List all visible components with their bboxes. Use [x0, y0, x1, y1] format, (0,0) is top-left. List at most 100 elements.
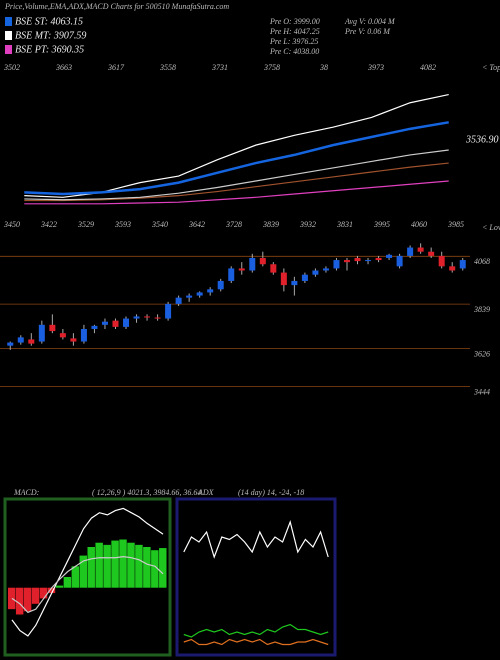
candle-body — [270, 264, 277, 273]
histogram-bar — [159, 548, 167, 588]
low-label: 3985 — [447, 220, 464, 229]
candle-body — [186, 295, 193, 298]
legend-swatch — [5, 31, 12, 40]
histogram-bar — [79, 555, 87, 588]
panel-params: (14 day) 14, -24, -18 — [238, 488, 304, 497]
candle-body — [301, 274, 308, 281]
panel-label: MACD: — [13, 488, 40, 497]
top-label: 3617 — [107, 63, 125, 72]
legend-swatch — [5, 17, 12, 26]
series-line — [183, 638, 329, 646]
candle-body — [91, 325, 98, 329]
y-tick-label: 3444 — [473, 387, 490, 396]
tops-label: < Tops — [482, 63, 500, 72]
series-line — [11, 507, 164, 637]
top-label: 4082 — [420, 63, 436, 72]
candle-body — [123, 318, 130, 327]
chart-title: Price,Volume,EMA,ADX,MACD Charts for 500… — [4, 2, 229, 11]
low-label: 3540 — [151, 220, 168, 229]
histogram-bar — [127, 542, 135, 588]
candle-body — [343, 260, 350, 263]
low-label: 3422 — [40, 220, 57, 229]
legend-label: BSE MT: 3907.59 — [15, 30, 86, 41]
panel-params: ( 12,26,9 ) 4021.3, 3984.66, 36.64 — [92, 488, 201, 497]
histogram-bar — [87, 547, 95, 588]
histogram-bar — [63, 577, 72, 588]
candle-body — [144, 316, 151, 318]
top-label: 38 — [319, 63, 328, 72]
histogram-bar — [135, 544, 143, 588]
info-text: Avg V: 0.004 M — [344, 17, 396, 26]
candle-body — [207, 289, 214, 293]
candle-body — [228, 268, 235, 281]
top-label: 3663 — [55, 63, 72, 72]
histogram-bar — [47, 587, 56, 594]
candle-body — [249, 257, 256, 271]
low-label: 3728 — [225, 220, 242, 229]
candle-body — [196, 292, 203, 296]
histogram-bar — [23, 587, 32, 612]
candle-body — [165, 303, 172, 319]
candle-body — [396, 255, 403, 267]
candle-body — [154, 317, 161, 319]
series-line — [183, 520, 329, 559]
histogram-bar — [15, 587, 24, 615]
y-tick-label: 3626 — [473, 349, 490, 358]
candle-body — [312, 270, 319, 275]
legend-swatch — [5, 45, 12, 54]
series-line — [11, 556, 164, 614]
top-label: 3973 — [367, 63, 384, 72]
candle-body — [259, 257, 266, 265]
candle-body — [175, 297, 182, 304]
candle-body — [449, 266, 456, 271]
series-line — [24, 149, 449, 201]
candle-body — [217, 280, 224, 290]
candle-body — [428, 251, 435, 256]
histogram-bar — [143, 547, 151, 588]
low-label: 3932 — [299, 220, 316, 229]
low-label: 3593 — [114, 220, 131, 229]
info-text: Pre O: 3999.00 — [269, 17, 320, 26]
top-label: 3558 — [159, 63, 176, 72]
histogram-bar — [111, 540, 119, 588]
legend-label: BSE ST: 4063.15 — [15, 16, 83, 27]
legend-label: BSE PT: 3690.35 — [15, 44, 84, 55]
histogram-bar — [103, 544, 111, 588]
candle-body — [333, 260, 340, 269]
candle-body — [7, 342, 14, 346]
candle-body — [112, 320, 119, 327]
annotation: 3536.90 — [465, 134, 499, 145]
histogram-bar — [8, 587, 16, 610]
candle-body — [70, 338, 77, 342]
y-tick-label: 3839 — [473, 305, 490, 314]
candle-body — [407, 247, 414, 256]
histogram-bar — [119, 539, 127, 588]
info-text: Pre L: 3976.25 — [269, 37, 318, 46]
candle-body — [38, 324, 45, 342]
candle-body — [17, 337, 24, 343]
top-label: 3758 — [263, 63, 280, 72]
candle-body — [386, 254, 393, 258]
low-label: 3642 — [188, 220, 205, 229]
candle-body — [417, 247, 424, 252]
lows-label: < Lows — [482, 223, 500, 232]
low-label: 3839 — [262, 220, 279, 229]
panel-label: ADX — [197, 488, 215, 497]
histogram-bar — [39, 587, 48, 599]
candle-body — [459, 260, 466, 269]
info-text: Pre C: 4038.00 — [269, 47, 319, 56]
series-line — [24, 94, 449, 198]
candle-body — [28, 339, 35, 344]
info-text: Pre H: 4047.25 — [269, 27, 320, 36]
panel — [175, 497, 337, 657]
candle-body — [133, 316, 140, 319]
low-label: 4060 — [411, 220, 427, 229]
info-text: Pre V: 0.06 M — [344, 27, 391, 36]
series-line — [24, 121, 449, 196]
series-line — [183, 623, 329, 638]
top-label: 3731 — [211, 63, 228, 72]
histogram-bar — [31, 587, 40, 604]
candle-body — [365, 260, 372, 262]
top-label: 3502 — [3, 63, 20, 72]
